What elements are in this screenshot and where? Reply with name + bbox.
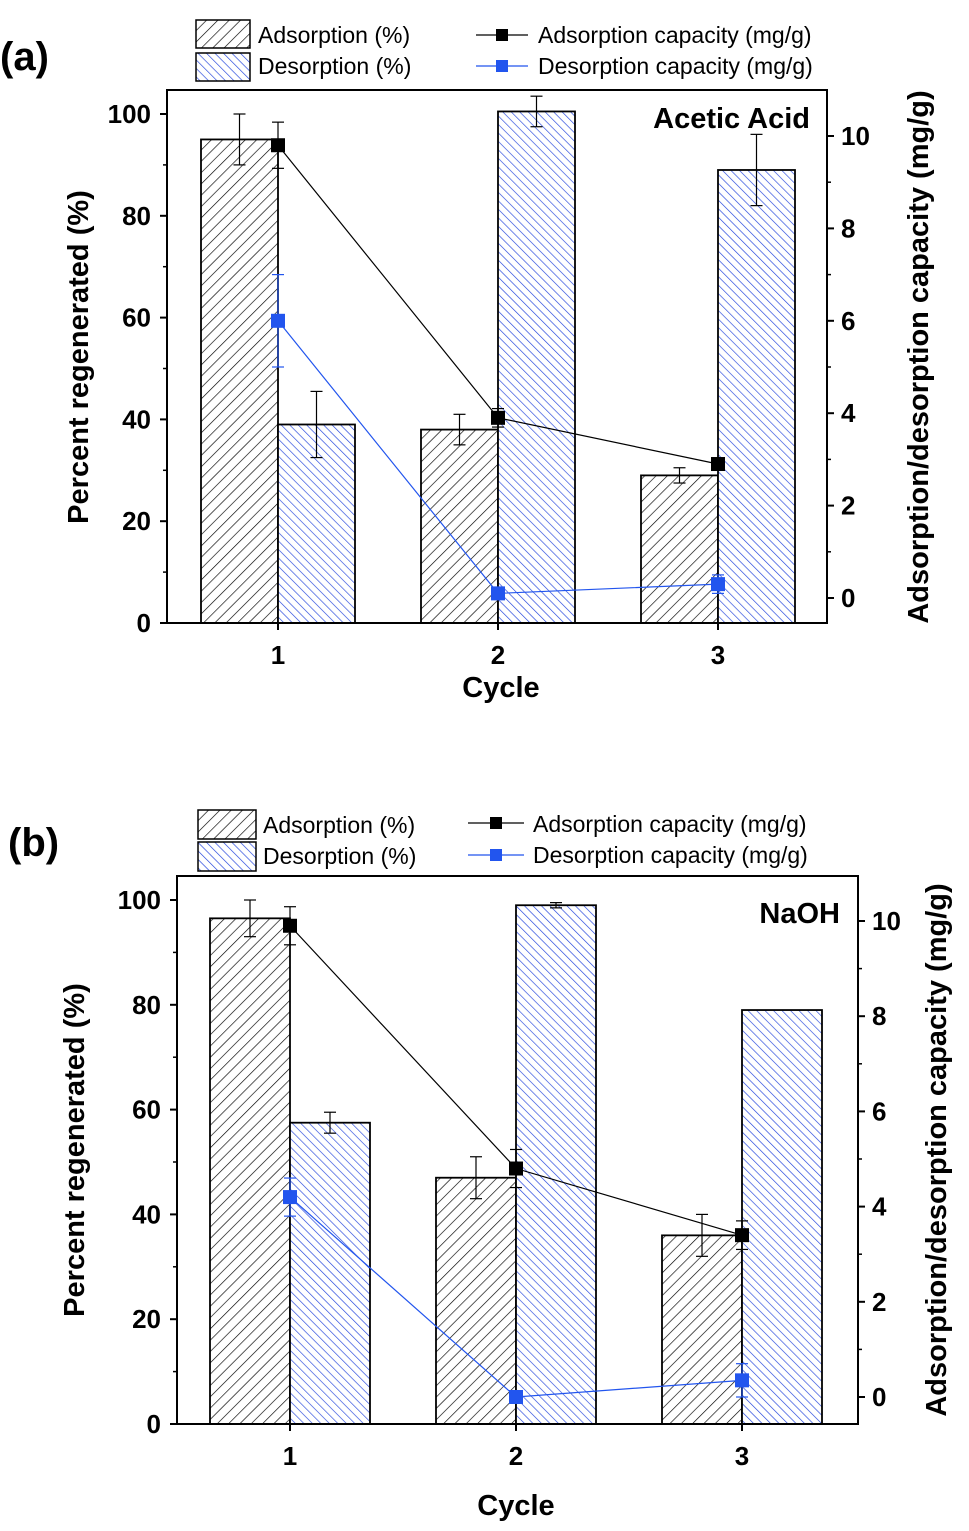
x-tick-label-2: 2	[491, 640, 505, 670]
left-tick-label-0: 0	[147, 1409, 161, 1439]
panel-a-legend: Adsorption (%) Desorption (%) Adsorption…	[195, 19, 813, 82]
adsorption-pct-bar-2	[420, 428, 499, 624]
legend-label-adsorption-cap: Adsorption capacity (mg/g)	[538, 22, 812, 48]
adsorption-cap-point-2	[509, 1161, 523, 1176]
left-tick-label-60: 60	[132, 1095, 161, 1125]
desorption-pct-bar-3	[741, 1009, 823, 1425]
panel-a-label: (a)	[0, 35, 49, 79]
right-tick-label-10: 10	[841, 121, 870, 151]
desorption-pct-bar-2	[515, 904, 597, 1425]
legend-marker-desorption-cap	[496, 60, 508, 72]
panel-b-legend: Adsorption (%) Desorption (%) Adsorption…	[197, 809, 808, 872]
plot-frame	[176, 875, 859, 1425]
desorption-pct-bar-2	[497, 110, 576, 624]
panel-a-ylabel: Percent regenerated (%)	[63, 190, 95, 524]
adsorption-pct-bar-2	[435, 1176, 517, 1425]
legend-label-adsorption-pct: Adsorption (%)	[263, 812, 415, 838]
panel-b-label: (b)	[8, 821, 59, 865]
right-tick-label-0: 0	[872, 1382, 886, 1412]
desorption-cap-point-2	[491, 586, 505, 601]
x-tick-label-1: 1	[271, 640, 285, 670]
right-tick-label-10: 10	[872, 906, 901, 936]
panel-b-y2label: Adsorption/desorption capacity (mg/g)	[921, 883, 953, 1416]
desorption-pct-bar-1	[289, 1121, 371, 1425]
adsorption-cap-point-1	[271, 138, 285, 153]
desorption-pct-bar-3	[717, 169, 796, 624]
legend-swatch-adsorption-pct	[197, 809, 257, 840]
x-tick-label-3: 3	[711, 640, 725, 670]
legend-swatch-adsorption-pct	[195, 19, 251, 49]
adsorption-cap-point-2	[491, 410, 505, 425]
legend-swatch-desorption-pct	[195, 52, 251, 82]
legend-label-adsorption-cap: Adsorption capacity (mg/g)	[533, 811, 807, 837]
left-tick-label-80: 80	[122, 201, 151, 231]
adsorption-cap-point-1	[283, 918, 297, 933]
adsorption-pct-bar-3	[661, 1234, 743, 1425]
legend-swatch-desorption-pct	[197, 841, 257, 872]
adsorption-cap-point-3	[711, 457, 725, 472]
panel-b-annotation: NaOH	[759, 898, 840, 930]
adsorption-pct-bar-1	[209, 917, 291, 1425]
desorption-cap-point-1	[271, 313, 285, 328]
panel-a-xlabel: Cycle	[462, 672, 539, 704]
adsorption-cap-point-3	[735, 1228, 749, 1243]
left-tick-label-20: 20	[132, 1304, 161, 1334]
right-tick-label-4: 4	[872, 1192, 887, 1222]
adsorption-pct-bar-3	[640, 474, 719, 624]
panel-b-ylabel: Percent regenerated (%)	[59, 983, 91, 1317]
desorption-cap-point-3	[735, 1373, 749, 1388]
right-tick-label-6: 6	[872, 1096, 886, 1126]
right-tick-label-2: 2	[841, 491, 855, 521]
x-tick-label-1: 1	[283, 1441, 297, 1471]
panel-a-annotation: Acetic Acid	[653, 103, 810, 135]
left-tick-label-100: 100	[118, 885, 161, 915]
right-tick-label-8: 8	[841, 213, 855, 243]
right-tick-label-0: 0	[841, 583, 855, 613]
right-tick-label-8: 8	[872, 1001, 886, 1031]
adsorption-pct-bar-1	[200, 138, 279, 624]
legend-label-desorption-pct: Desorption (%)	[263, 843, 416, 869]
left-tick-label-80: 80	[132, 990, 161, 1020]
legend-label-desorption-cap: Desorption capacity (mg/g)	[538, 53, 813, 79]
right-tick-label-6: 6	[841, 306, 855, 336]
x-tick-label-2: 2	[509, 1441, 523, 1471]
desorption-cap-point-2	[509, 1390, 523, 1404]
left-tick-label-40: 40	[132, 1199, 161, 1229]
left-tick-label-20: 20	[122, 506, 151, 536]
right-tick-label-2: 2	[872, 1287, 886, 1317]
legend-label-desorption-cap: Desorption capacity (mg/g)	[533, 842, 808, 868]
legend-marker-adsorption-cap	[490, 817, 502, 829]
desorption-cap-point-3	[711, 577, 725, 592]
left-tick-label-40: 40	[122, 404, 151, 434]
left-tick-label-100: 100	[108, 99, 151, 129]
x-tick-label-3: 3	[735, 1441, 749, 1471]
legend-marker-desorption-cap	[490, 849, 502, 861]
panel-a-y2label: Adsorption/desorption capacity (mg/g)	[903, 90, 935, 623]
right-tick-label-4: 4	[841, 398, 856, 428]
left-tick-label-0: 0	[137, 608, 151, 638]
legend-label-adsorption-pct: Adsorption (%)	[258, 22, 410, 48]
panel-b-xlabel: Cycle	[477, 1490, 554, 1522]
legend-marker-adsorption-cap	[496, 29, 508, 41]
desorption-cap-point-1	[283, 1190, 297, 1205]
legend-label-desorption-pct: Desorption (%)	[258, 53, 411, 79]
left-tick-label-60: 60	[122, 303, 151, 333]
